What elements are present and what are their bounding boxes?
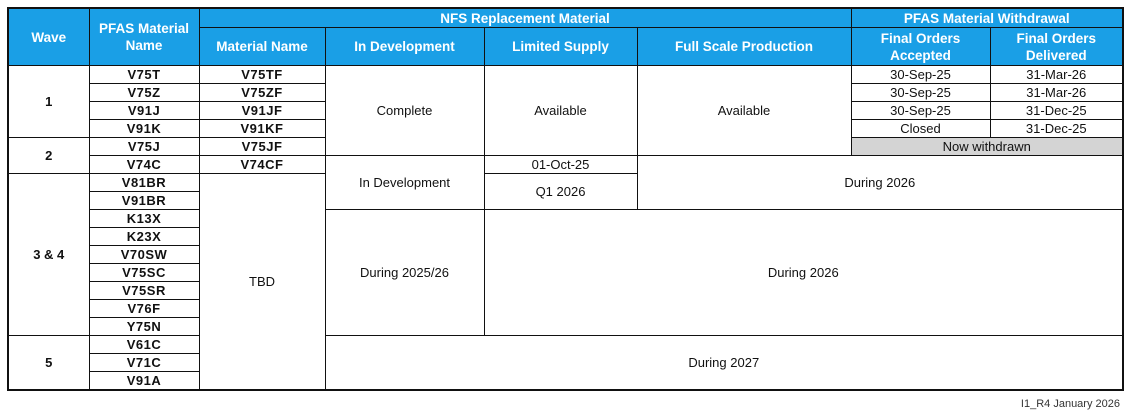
header-pfas-material-withdrawal: PFAS Material Withdrawal xyxy=(850,7,1124,28)
pfas-material-cell: V91J xyxy=(88,101,200,120)
in-development-cell: During 2025/26 xyxy=(324,209,485,336)
in-development-cell: In Development xyxy=(324,155,485,210)
pfas-material-cell: V75SC xyxy=(88,263,200,282)
header-full-scale-production: Full Scale Production xyxy=(636,27,852,66)
final-orders-accepted-cell: 30-Sep-25 xyxy=(850,101,991,120)
wave-cell: 3 & 4 xyxy=(7,173,90,336)
header-material-name: Material Name xyxy=(198,27,326,66)
table-row: Y75N xyxy=(8,317,1123,336)
pfas-material-cell: Y75N xyxy=(88,317,200,336)
document-reference: I1_R4 January 2026 xyxy=(1020,398,1120,410)
header-nfs-replacement-material: NFS Replacement Material xyxy=(198,7,852,28)
limited-supply-cell: Q1 2026 xyxy=(483,173,638,210)
pfas-material-cell: V91BR xyxy=(88,191,200,210)
wave-cell: 5 xyxy=(7,335,90,391)
table-row: V91BR xyxy=(8,191,1123,210)
final-orders-accepted-cell: 30-Sep-25 xyxy=(850,83,991,102)
pfas-material-cell: K23X xyxy=(88,227,200,246)
nfs-material-cell: V75TF xyxy=(198,65,326,84)
final-orders-accepted-cell: 30-Sep-25 xyxy=(850,65,991,84)
wave-cell: 1 xyxy=(7,65,90,138)
table-row: V74C V74CF In Development 01-Oct-25 Duri… xyxy=(8,155,1124,210)
limited-supply-cell: Available xyxy=(483,65,638,156)
limited-supply-cell: During 2026 xyxy=(483,209,1124,336)
table-row: 1 V75T V75TF Complete Available Availabl… xyxy=(7,65,1124,156)
now-withdrawn-cell: Now withdrawn xyxy=(850,137,1124,156)
nfs-material-cell: V75ZF xyxy=(198,83,326,102)
table-row: 5 V61C During 2027 xyxy=(7,335,1124,391)
table-row: V70SW xyxy=(8,245,1123,264)
table-row: V91K V91KF Closed 31-Dec-25 xyxy=(8,119,1124,138)
pfas-material-cell: V75SR xyxy=(88,281,200,300)
pfas-material-cell: V91A xyxy=(88,371,200,391)
final-orders-delivered-cell: 31-Mar-26 xyxy=(989,83,1124,102)
header-final-orders-delivered: Final Orders Delivered xyxy=(989,27,1124,66)
pfas-material-table: Wave PFAS Material Name NFS Replacement … xyxy=(7,7,1125,391)
header-in-development: In Development xyxy=(324,27,485,66)
pfas-material-cell: V61C xyxy=(88,335,200,354)
pfas-material-cell: V75Z xyxy=(88,83,200,102)
pfas-material-cell: V70SW xyxy=(88,245,200,264)
during-2027-cell: During 2027 xyxy=(324,335,1124,391)
limited-supply-cell: 01-Oct-25 xyxy=(483,155,638,174)
pfas-material-cell: K13X xyxy=(88,209,200,228)
pfas-material-cell: V91K xyxy=(88,119,200,138)
pfas-material-cell: V71C xyxy=(88,353,200,372)
full-scale-production-cell: During 2026 xyxy=(636,155,1124,210)
header-limited-supply: Limited Supply xyxy=(483,27,638,66)
nfs-material-cell: TBD xyxy=(198,173,326,391)
nfs-material-cell: V75JF xyxy=(198,137,326,156)
table-row: K13X During 2025/26 During 2026 xyxy=(8,209,1124,336)
pfas-material-cell: V75T xyxy=(88,65,200,84)
pfas-material-cell: V75J xyxy=(88,137,200,156)
pfas-material-cell: V81BR xyxy=(88,173,200,192)
nfs-material-cell: V91KF xyxy=(198,119,326,138)
final-orders-delivered-cell: 31-Dec-25 xyxy=(989,119,1124,138)
pfas-material-cell: V74C xyxy=(88,155,200,174)
final-orders-delivered-cell: 31-Mar-26 xyxy=(989,65,1124,84)
final-orders-accepted-cell: Closed xyxy=(850,119,991,138)
full-scale-production-cell: Available xyxy=(636,65,852,156)
in-development-cell: Complete xyxy=(324,65,485,156)
table-row: V91A xyxy=(8,371,1123,391)
pfas-material-cell: V76F xyxy=(88,299,200,318)
nfs-material-cell: V91JF xyxy=(198,101,326,120)
header-pfas-material-name: PFAS Material Name xyxy=(88,7,200,66)
nfs-material-cell: V74CF xyxy=(198,155,326,174)
table-row: V75SC xyxy=(8,263,1123,282)
table-row: V71C xyxy=(8,353,1123,372)
wave-cell: 2 xyxy=(7,137,90,174)
header-final-orders-accepted: Final Orders Accepted xyxy=(850,27,991,66)
header-wave: Wave xyxy=(7,7,90,66)
final-orders-delivered-cell: 31-Dec-25 xyxy=(989,101,1124,120)
